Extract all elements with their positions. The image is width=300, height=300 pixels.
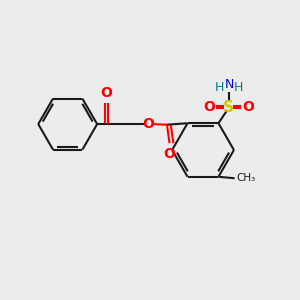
Text: O: O [142,117,154,131]
Text: H: H [215,80,225,94]
Text: H: H [234,80,243,94]
Text: O: O [203,100,215,114]
Text: O: O [100,86,112,100]
Text: S: S [223,100,234,115]
Text: N: N [225,78,234,91]
Text: O: O [242,100,254,114]
Text: O: O [163,147,175,161]
Text: CH₃: CH₃ [236,173,255,183]
